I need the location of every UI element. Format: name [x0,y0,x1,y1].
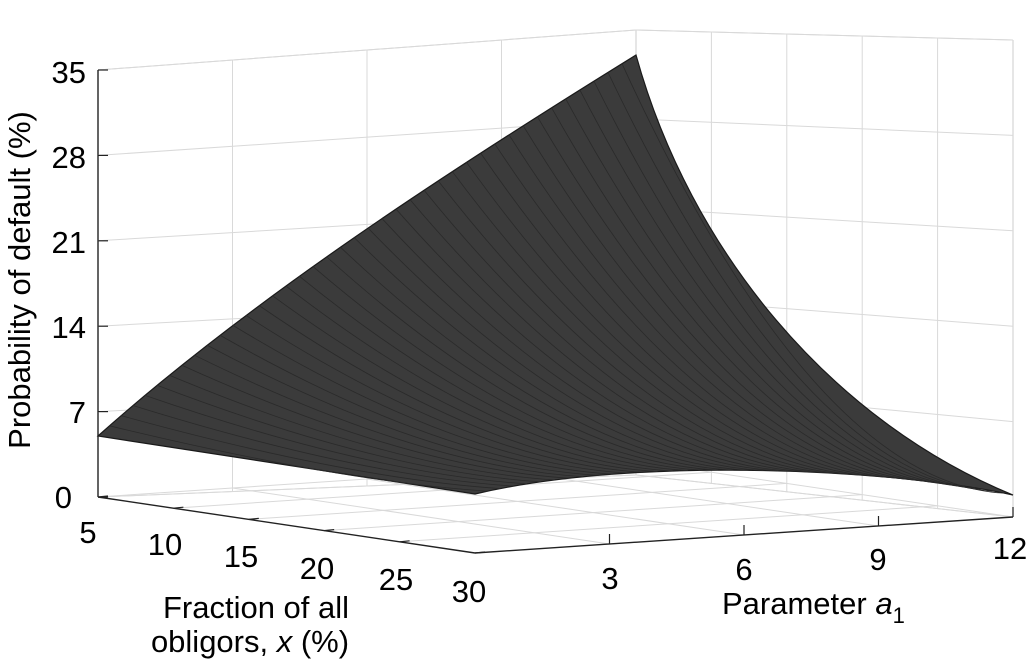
z-tick-label: 14 [52,310,86,345]
surface-mesh-line [565,98,965,487]
surface-mesh-line [593,80,986,490]
y-tick-label: 6 [735,552,752,587]
surface-mesh-line [121,415,501,489]
surface-mesh-line [285,285,688,471]
surface-mesh-line [340,246,749,471]
x-tick-mark [474,551,486,554]
x-tick-label: 15 [224,539,258,574]
x-tick-label: 25 [379,562,413,597]
x-tick-mark [324,529,335,532]
y-tick-label: 12 [993,531,1027,566]
surface-mesh-line [367,227,779,472]
surface-mesh-line [381,218,794,472]
surface-mesh-line [437,180,851,475]
surface-mesh-line [395,208,808,473]
y-grid-line [232,487,610,545]
surface [96,54,1014,496]
x-axis-title-line2: obligors, x (%) [151,624,349,659]
surface-mesh-line [466,162,879,477]
surface-mesh-line [353,237,764,471]
surface-mesh-line [109,425,488,492]
surface-mesh-line [551,107,954,485]
x-tick-label: 20 [300,551,334,586]
surface-mesh-line [579,89,975,489]
surface-mesh-line [423,189,837,474]
x-tick-label: 30 [452,574,486,609]
surface-mesh-line [312,266,719,471]
y-grid-line [501,469,879,527]
y-tick-label: 3 [601,561,618,596]
surface-mesh-line [621,63,1005,494]
surface-mesh-line [522,125,930,482]
z-tick-labels: 35 28 21 14 7 0 [52,55,86,515]
z-tick-label: 21 [52,225,86,260]
z-grid-line [635,474,1014,518]
surface-mesh-line [144,395,528,485]
surface-mesh-line [452,171,865,476]
x-axis-title-line1: Fraction of all [163,590,349,625]
surface-mesh-line [537,116,942,484]
x-tick-mark [399,540,410,543]
surface-mesh-line [299,275,704,471]
surface-mesh-line [169,374,555,481]
surface-mesh-line [508,134,918,481]
surface-mesh-line [206,344,599,476]
y-grid-line [366,478,745,536]
surface-mesh-line [494,143,905,480]
z-grid-line [635,29,1014,41]
x-tick-label: 10 [148,527,182,562]
x-tick-labels: 5 10 15 20 25 30 [79,515,486,609]
surface-mesh-line [194,354,584,478]
z-tick-label: 28 [52,140,86,175]
x-tick-mark [248,517,259,520]
z-tick-label: 0 [55,480,72,515]
tick-marks [97,69,1014,554]
surface-mesh-line [409,199,823,474]
z-tick-label: 7 [69,395,86,430]
y-axis-title: Parameter a1 [722,586,905,628]
x-axis-line [97,496,476,554]
surface-mesh-line [272,295,673,472]
surface-mesh-line [259,305,658,472]
surface-mesh-line [181,364,570,479]
surface-mesh-line [219,334,613,475]
surface-mesh-line [132,405,514,487]
surface-mesh-line [245,315,643,473]
surface-mesh-line [232,325,628,474]
surface-mesh-line [607,72,995,492]
z-grid-line [635,118,1014,136]
surface-mesh [109,63,1005,494]
surface-mesh-line [480,152,892,478]
z-tick-label: 35 [52,55,86,90]
x-tick-label: 5 [79,515,96,550]
surface-mesh-line [156,384,541,483]
z-axis-title: Probability of default (%) [2,111,37,449]
x-tick-mark [173,506,184,509]
surface-mesh-line [326,256,734,471]
y-tick-labels: 3 6 9 12 [601,531,1027,596]
y-tick-label: 9 [869,542,886,577]
